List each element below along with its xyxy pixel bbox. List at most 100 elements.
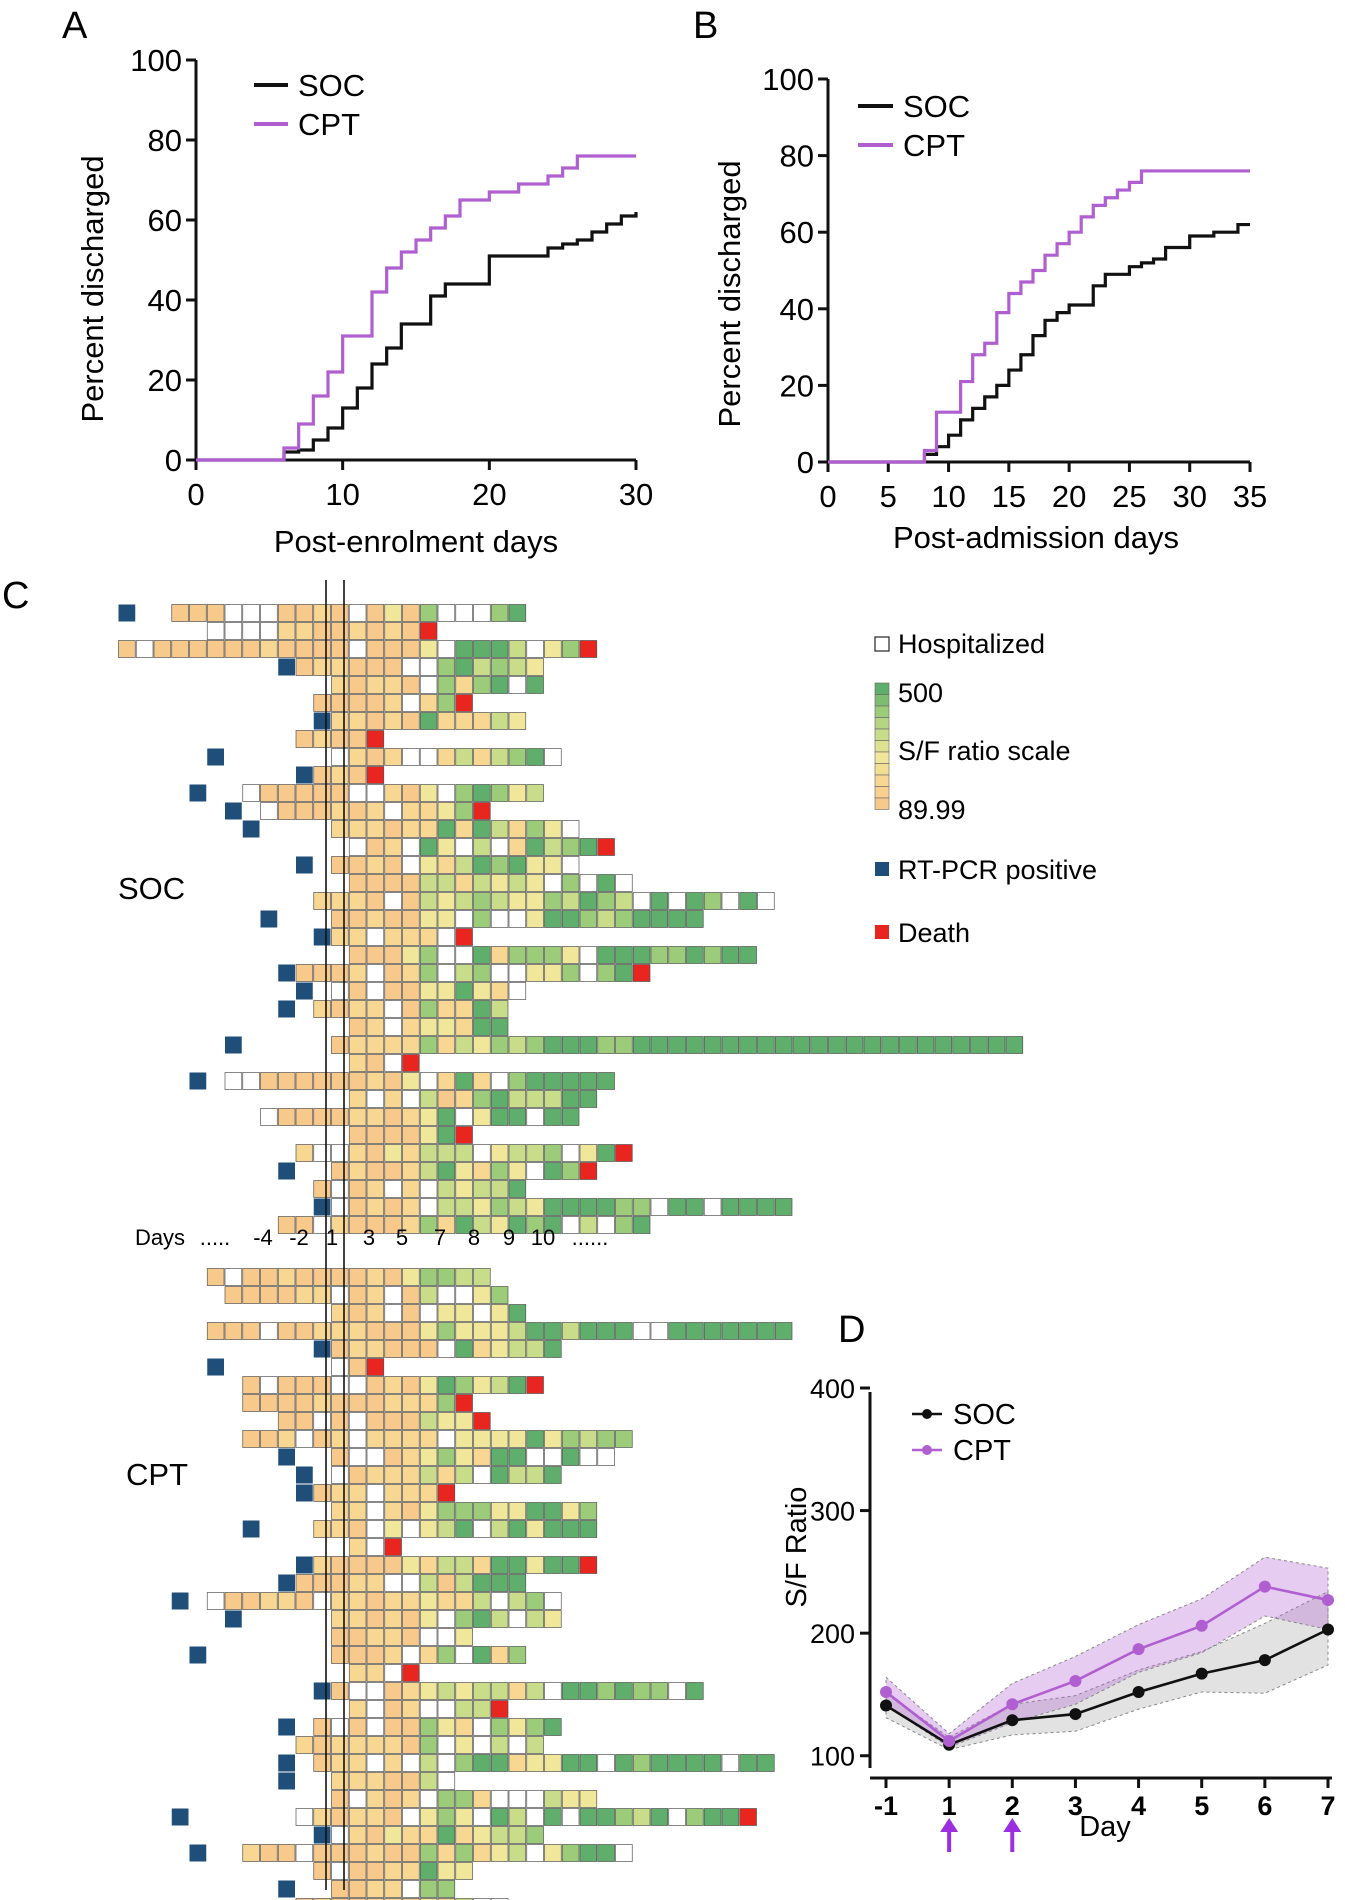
timeline-cell [597,1844,615,1862]
data-point-soc [880,1699,892,1712]
timeline-cell [561,856,580,874]
timeline-cell [224,622,243,640]
timeline-cell [615,946,633,964]
timeline-cell [348,1376,367,1394]
timeline-cell [579,1790,598,1808]
death-cell [384,1538,402,1556]
timeline-cell [437,1216,456,1234]
timeline-cell [916,1036,935,1054]
timeline-cell [331,1304,349,1322]
timeline-cell [490,1718,509,1736]
data-point-cpt [1195,1619,1208,1632]
timeline-cell [455,946,473,964]
timeline-cell [668,946,686,964]
timeline-cell [384,1304,402,1322]
timeline-cell [331,892,349,910]
panel-label-a: A [62,5,88,47]
rtpcr-marker [296,982,313,1000]
timeline-cell [615,1216,633,1234]
y-tick-label: 0 [165,443,182,478]
timeline-cell [384,1520,402,1538]
timeline-cell [490,1072,509,1090]
timeline-cell [366,874,385,892]
timeline-cell [490,1502,509,1520]
day-label: -2 [289,1225,309,1250]
timeline-cell [437,1718,456,1736]
timeline-cell [544,1844,562,1862]
timeline-cell [437,604,456,622]
timeline-cell [419,1412,438,1430]
death-cell [579,1556,598,1574]
timeline-cell [526,1502,544,1520]
timeline-cell [526,946,544,964]
timeline-cell [437,910,456,928]
timeline-cell [366,1286,385,1304]
timeline-cell [313,1898,331,1900]
timeline-cell [526,1592,544,1610]
timeline-cell [402,748,420,766]
timeline-cell [384,1466,402,1484]
timeline-cell [260,1286,278,1304]
timeline-cell [508,1610,527,1628]
timeline-cell [402,640,420,658]
timeline-cell [473,1610,491,1628]
timeline-cell [331,1072,349,1090]
timeline-cell [366,1466,385,1484]
timeline-cell [490,1610,509,1628]
timeline-cell [348,1430,367,1448]
y-tick-label: 40 [148,283,182,318]
timeline-cell [810,1036,828,1054]
timeline-cell [615,1430,633,1448]
timeline-cell [473,892,491,910]
timeline-cell [473,784,491,802]
timeline-cell [171,640,189,658]
timeline-cell [561,1162,580,1180]
timeline-cell [277,1286,296,1304]
timeline-cell [490,964,509,982]
timeline-cell [455,910,473,928]
timeline-cell [348,1520,367,1538]
legend-scale-min: 89.99 [898,795,966,825]
scale-step [874,694,890,707]
timeline-cell [402,1682,420,1700]
timeline-cell [402,820,420,838]
timeline-cell [437,1592,456,1610]
timeline-cell [348,1718,367,1736]
timeline-cell [402,622,420,640]
timeline-cell [544,820,562,838]
timeline-cell [313,694,331,712]
timeline-cell [490,658,509,676]
timeline-cell [526,784,544,802]
timeline-cell [313,604,331,622]
y-tick-label: 80 [148,123,182,158]
rtpcr-marker [189,784,207,802]
timeline-cell [490,1826,509,1844]
timeline-cell [455,1108,473,1126]
timeline-cell [526,1808,544,1826]
timeline-cell [508,982,527,1000]
timeline-cell [402,1394,420,1412]
timeline-cell [384,1862,402,1880]
timeline-cell [384,946,402,964]
timeline-cell [526,1790,544,1808]
timeline-cell [402,1090,420,1108]
series-line-soc [885,1628,1329,1747]
timeline-cell [366,1126,385,1144]
timeline-cell [508,1718,527,1736]
timeline-cell [686,910,704,928]
timeline-cell [526,892,544,910]
timeline-cell [615,1198,633,1216]
timeline-cell [313,766,331,784]
timeline-cell [508,892,527,910]
legend-soc-marker [922,1409,932,1419]
timeline-cell [437,640,456,658]
timeline-cell [632,1682,651,1700]
timeline-cell [331,964,349,982]
timeline-cell [455,1592,473,1610]
timeline-cell [224,1268,243,1286]
timeline-cell [366,1610,385,1628]
timeline-cell [295,1592,314,1610]
rtpcr-marker [296,1484,313,1502]
timeline-cell [384,1430,402,1448]
timeline-cell [366,622,385,640]
